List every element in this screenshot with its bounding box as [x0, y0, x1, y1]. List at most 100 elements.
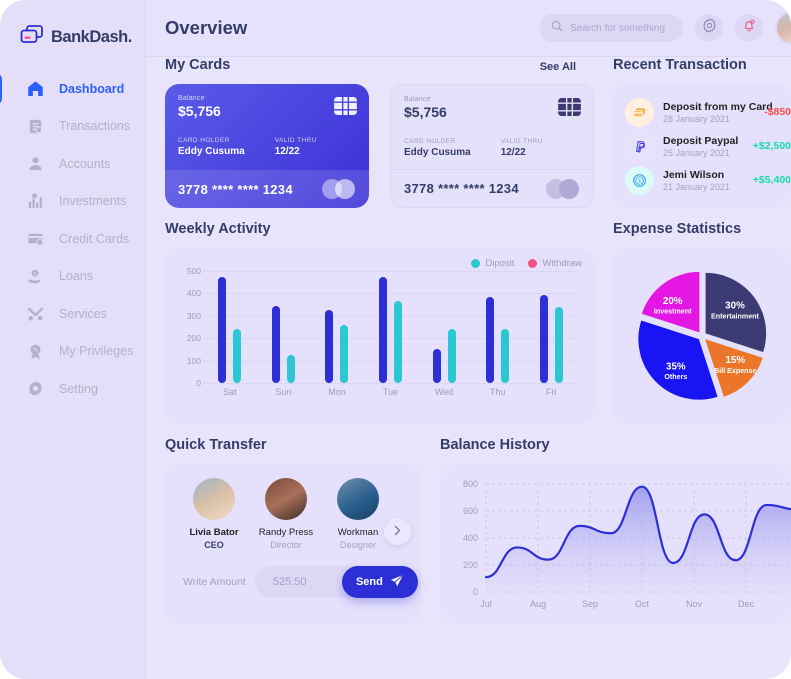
pie-slice[interactable] — [705, 272, 767, 353]
amount-value: 525.50 — [272, 576, 307, 588]
avatar[interactable] — [775, 11, 791, 45]
contact-item[interactable]: Livia Bator CEO — [183, 478, 245, 550]
contact-role: Designer — [339, 540, 377, 550]
sidebar-item-credit-cards[interactable]: Credit Cards — [0, 220, 145, 258]
grid-line — [203, 271, 578, 272]
chevron-right-icon — [393, 523, 402, 541]
dollar-coin-icon: $ — [625, 165, 654, 195]
grid-line — [203, 338, 578, 340]
card-balance-value: $5,756 — [178, 103, 221, 119]
main-area: Overview Search for something — [146, 0, 791, 679]
recent-transaction-list: Deposit from my Card 28 January 2021 -$8… — [613, 84, 791, 208]
balance-history-section: Balance History 0 200 400 600 800 Jul Aug Sep Oc… — [440, 437, 791, 624]
weekly-activity-section: Weekly Activity Diposit Withdraw — [165, 221, 594, 424]
list-item[interactable]: Deposit from my Card 28 January 2021 -$8… — [613, 95, 791, 129]
card-holder-value: Eddy Cusuma — [404, 147, 471, 158]
x-tick-label: Fri — [546, 387, 557, 397]
bar-withdraw — [325, 310, 334, 383]
contact-item[interactable]: Randy Press Director — [255, 478, 317, 550]
line-series — [484, 485, 791, 579]
brand-logo[interactable]: BankDash. — [0, 0, 145, 57]
contact-item[interactable]: Workman Designer — [327, 478, 389, 550]
pie-slice-percent: 20% — [663, 296, 683, 307]
home-icon — [26, 79, 45, 98]
card-holder-label: CARD HOLDER — [404, 138, 456, 145]
x-tick-label: Nov — [686, 599, 703, 609]
sidebar-item-label: Accounts — [59, 156, 111, 171]
sidebar-item-setting[interactable]: Setting — [0, 370, 145, 408]
sidebar-item-transactions[interactable]: Transactions — [0, 108, 145, 146]
legend-dot — [528, 259, 538, 268]
sidebar-item-dashboard[interactable]: Dashboard — [0, 70, 145, 108]
pie-slice[interactable] — [641, 271, 700, 333]
expense-statistics-section: Expense Statistics 30% Entertainment 15% Bi… — [613, 221, 791, 424]
card-holder-block: CARD HOLDER Eddy Cusuma — [178, 137, 245, 157]
transaction-texts: Jemi Wilson 21 January 2021 — [663, 169, 730, 192]
svg-text:%: % — [33, 347, 38, 353]
y-tick-label: 800 — [463, 479, 478, 489]
amount-input[interactable]: 525.50 Send — [254, 566, 418, 598]
settings-button[interactable] — [695, 14, 723, 42]
legend-item-withdraw: Withdraw — [528, 258, 582, 269]
legend-label: Withdraw — [542, 258, 582, 269]
sidebar-item-my-privileges[interactable]: % My Privileges — [0, 333, 145, 371]
x-tick-label: Oct — [635, 599, 650, 609]
bar-group — [257, 271, 311, 383]
transaction-amount: -$850 — [764, 106, 791, 118]
emv-chip-icon — [334, 97, 357, 120]
pie-slice[interactable] — [638, 320, 718, 400]
x-tick-label: Jul — [480, 599, 492, 609]
card-valid-label: VALID THRU — [274, 137, 317, 144]
my-cards-header: My Cards See All — [165, 57, 594, 73]
bar-chart-area: 0 100 200 300 400 500 Sat Sun Mon Tue Wed Thu Fri — [173, 266, 582, 407]
sidebar-item-accounts[interactable]: Accounts — [0, 145, 145, 183]
bar-diposit — [447, 328, 456, 383]
next-contacts-button[interactable] — [384, 518, 411, 545]
sidebar-item-loans[interactable]: $ Loans — [0, 258, 145, 296]
bar-group — [417, 271, 471, 383]
card-number: 3778 **** **** 1234 — [404, 181, 519, 196]
grid-lines — [203, 271, 578, 384]
user-icon — [26, 154, 45, 173]
sidebar-item-services[interactable]: Services — [0, 295, 145, 333]
bar-group — [203, 271, 257, 383]
y-tick-label: 400 — [186, 288, 201, 299]
card-balance-label: Balance — [178, 95, 205, 102]
credit-card-secondary[interactable]: Balance $5,756 CARD HOLDER Eddy Cusuma V… — [390, 84, 594, 208]
amount-label: Write Amount — [183, 576, 246, 588]
notifications-button[interactable] — [735, 14, 763, 42]
balance-history-chart: 0200400600800JulAugSepOctNovDecJan — [440, 464, 791, 624]
see-all-link[interactable]: See All — [539, 61, 576, 73]
bar-group — [310, 271, 364, 383]
send-button[interactable]: Send — [341, 566, 418, 598]
sidebar-item-label: Dashboard — [59, 81, 125, 96]
row-transfer-history: Quick Transfer Livia Bator CEO Randy Pre… — [165, 437, 791, 624]
contact-role: CEO — [204, 540, 224, 550]
pie-slice[interactable] — [705, 339, 763, 397]
y-tick-label: 300 — [186, 310, 201, 321]
search-input[interactable]: Search for something — [539, 14, 683, 42]
card-valid-value: 12/22 — [500, 147, 526, 158]
stacked-cards-icon — [20, 25, 44, 50]
x-axis: Sat Sun Mon Tue Wed Thu Fri — [203, 387, 578, 397]
x-tick-label: Tue — [382, 387, 399, 397]
legend-dot — [471, 259, 481, 268]
list-item[interactable]: Deposit Paypal 25 January 2021 +$2,500 — [613, 129, 791, 163]
bar-diposit — [501, 328, 510, 383]
top-header: Overview Search for something — [146, 0, 791, 57]
search-icon — [551, 19, 563, 37]
grid-line — [203, 315, 578, 317]
bars-container — [203, 271, 578, 383]
card-fields: CARD HOLDER Eddy Cusuma VALID THRU 12/22 — [404, 138, 580, 158]
header-actions: Search for something — [539, 11, 791, 45]
card-holder-label: CARD HOLDER — [178, 137, 230, 144]
mastercard-icon — [322, 179, 356, 199]
hand-money-icon: $ — [26, 267, 45, 286]
brand-name: BankDash. — [51, 28, 132, 46]
list-item[interactable]: $ Jemi Wilson 21 January 2021 +$5,400 — [613, 163, 791, 197]
sidebar-item-label: Setting — [59, 381, 98, 396]
x-tick-label: Sep — [582, 599, 598, 609]
sidebar-item-investments[interactable]: Investments — [0, 183, 145, 221]
credit-card-primary[interactable]: Balance $5,756 CARD HOLDER Eddy Cusuma V… — [165, 84, 369, 208]
transaction-name: Jemi Wilson — [663, 168, 725, 181]
